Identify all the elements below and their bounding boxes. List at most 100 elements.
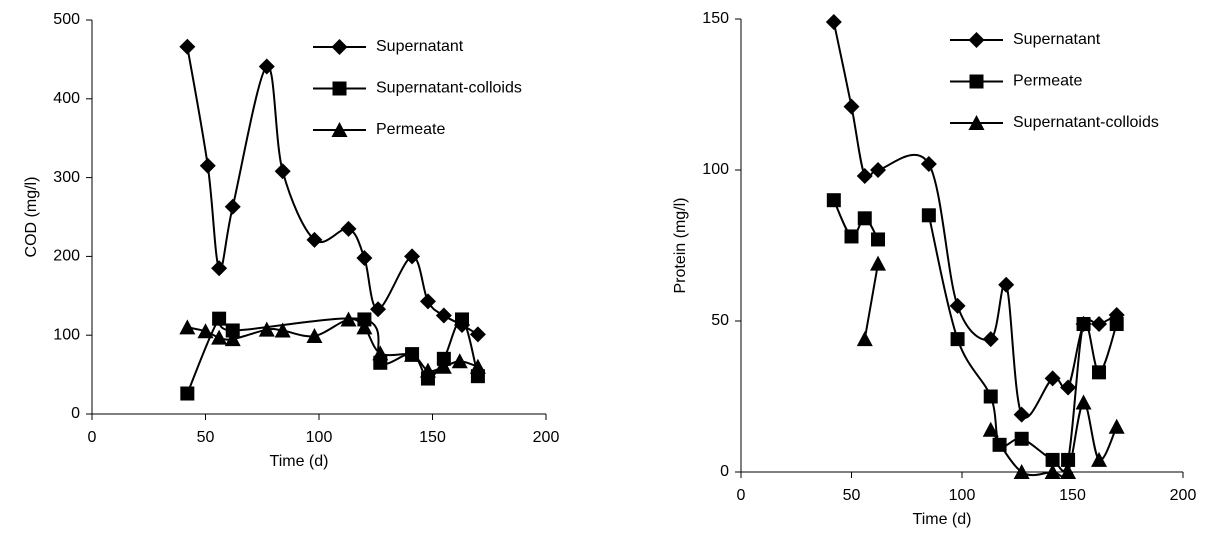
marker: [856, 331, 873, 347]
marker: [870, 255, 887, 271]
marker: [1014, 431, 1029, 446]
marker: [949, 297, 966, 314]
y-tick-label: 150: [702, 10, 729, 27]
legend-label: Supernatant: [1013, 31, 1101, 48]
marker: [1044, 464, 1061, 479]
y-axis-label: COD (mg/l): [23, 177, 40, 258]
marker: [1109, 317, 1124, 332]
x-tick-label: 150: [1059, 487, 1086, 504]
marker: [306, 231, 323, 248]
marker: [331, 122, 348, 137]
x-tick-label: 150: [419, 429, 446, 446]
marker: [871, 232, 886, 247]
marker: [1091, 451, 1108, 467]
marker: [179, 319, 196, 335]
marker: [1044, 370, 1061, 387]
marker: [332, 81, 347, 96]
marker: [356, 249, 373, 266]
marker: [340, 311, 357, 327]
marker: [451, 353, 468, 369]
marker: [419, 293, 436, 310]
y-tick-label: 100: [702, 161, 729, 178]
marker: [370, 301, 387, 318]
marker: [435, 358, 452, 374]
marker: [435, 307, 452, 324]
marker: [856, 168, 873, 185]
marker: [199, 157, 216, 174]
marker: [1091, 316, 1108, 333]
series-line: [863, 263, 1118, 479]
y-tick-label: 500: [53, 11, 80, 28]
marker: [844, 229, 859, 244]
marker: [1076, 317, 1091, 332]
marker: [826, 193, 841, 208]
marker: [274, 163, 291, 180]
y-tick-label: 0: [720, 463, 729, 480]
marker: [870, 162, 887, 178]
marker: [197, 323, 214, 339]
marker: [982, 421, 999, 437]
x-tick-label: 50: [843, 487, 861, 504]
marker: [258, 58, 275, 75]
y-tick-label: 100: [53, 326, 80, 343]
marker: [1092, 365, 1107, 380]
marker: [968, 32, 985, 48]
x-tick-label: 50: [197, 429, 215, 446]
marker: [469, 326, 486, 343]
x-tick-label: 200: [1170, 487, 1197, 504]
marker: [968, 115, 985, 130]
marker: [825, 14, 842, 31]
marker: [1060, 379, 1077, 396]
marker: [179, 38, 196, 55]
marker: [274, 322, 291, 338]
x-tick-label: 0: [88, 429, 97, 446]
marker: [419, 362, 436, 378]
marker: [998, 276, 1015, 293]
legend-label: Supernatant: [376, 38, 464, 55]
marker: [469, 358, 486, 374]
marker: [356, 319, 373, 335]
marker: [211, 260, 228, 277]
y-tick-label: 200: [53, 248, 80, 265]
marker: [212, 311, 227, 326]
marker: [1060, 464, 1077, 479]
series-line: [832, 199, 1118, 472]
marker: [224, 331, 241, 347]
legend-label: Permeate: [1013, 73, 1082, 90]
y-tick-label: 400: [53, 90, 80, 107]
marker: [340, 220, 357, 237]
marker: [857, 211, 872, 226]
marker: [224, 198, 241, 215]
legend-label: Supernatant-colloids: [376, 80, 522, 97]
marker: [969, 74, 984, 89]
marker: [920, 155, 937, 172]
marker: [180, 386, 195, 401]
marker: [306, 327, 323, 343]
marker: [1045, 452, 1060, 467]
marker: [404, 248, 421, 265]
marker: [455, 312, 470, 327]
x-tick-label: 100: [949, 487, 976, 504]
marker: [983, 389, 998, 404]
marker: [258, 321, 275, 337]
y-tick-label: 300: [53, 169, 80, 186]
x-axis-label: Time (d): [913, 511, 972, 528]
marker: [1075, 394, 1092, 410]
x-tick-label: 100: [306, 429, 333, 446]
marker: [404, 346, 421, 362]
x-axis-label: Time (d): [270, 453, 329, 470]
y-axis-label: Protein (mg/l): [672, 197, 689, 293]
marker: [225, 323, 240, 338]
marker: [843, 98, 860, 115]
marker: [950, 332, 965, 347]
marker: [331, 39, 348, 55]
marker: [1013, 464, 1030, 479]
marker: [982, 331, 999, 348]
y-tick-label: 0: [71, 405, 80, 422]
legend-label: Permeate: [376, 121, 445, 138]
marker: [921, 208, 936, 223]
marker: [1108, 418, 1125, 434]
x-tick-label: 200: [533, 429, 560, 446]
x-tick-label: 0: [737, 487, 746, 504]
